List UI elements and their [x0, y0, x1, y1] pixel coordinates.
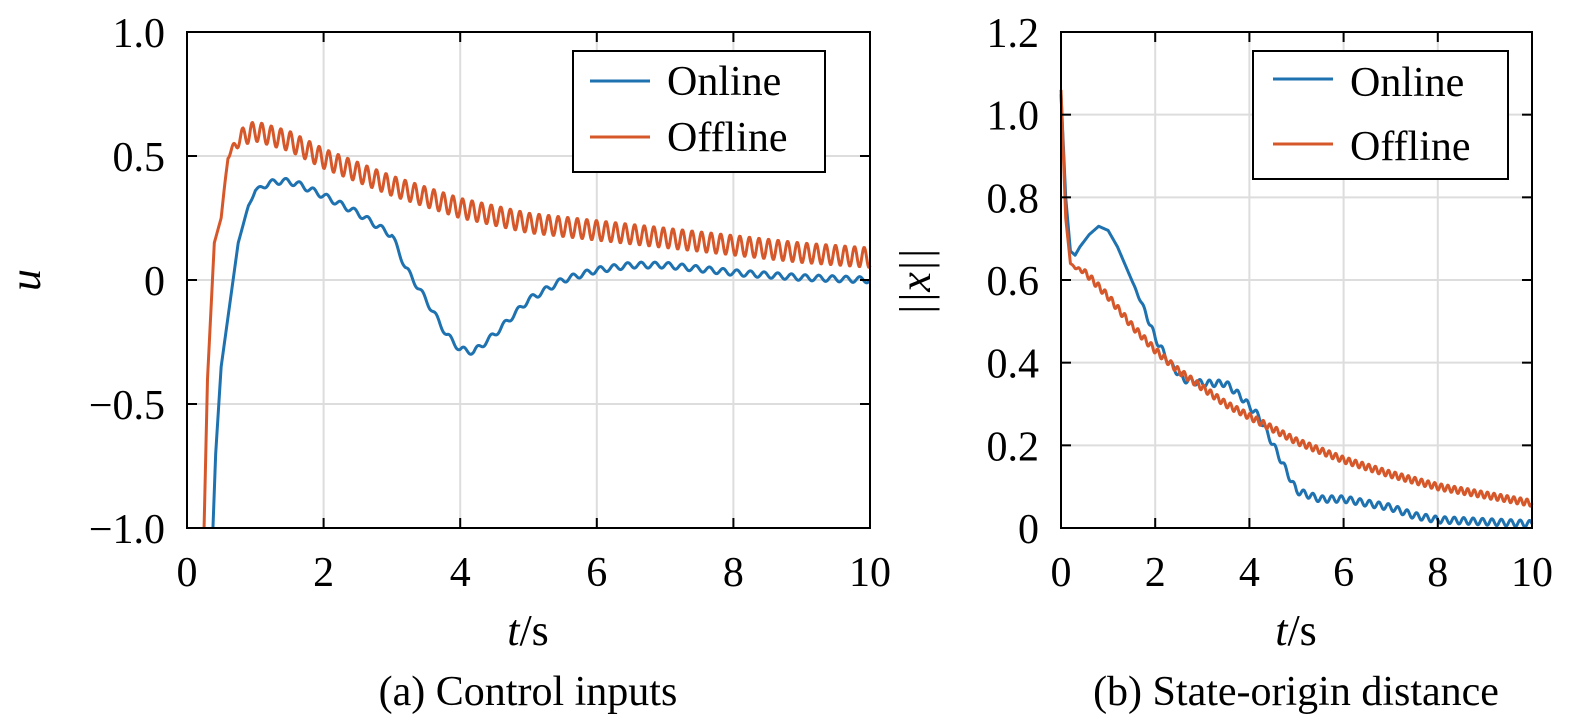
panel-a-y-tick-label: −1.0: [89, 507, 165, 553]
panel-b-y-tick-label: 0.4: [987, 342, 1040, 388]
panel-b-y-tick-label: 0: [1018, 507, 1039, 553]
panel-b-series: [1059, 89, 1534, 529]
panel-state-origin-distance: 0 2 4 6 8 10 0 0.2 0.4 0.6 0.8 1.0 1.2 Online Offlin…: [891, 11, 1553, 715]
panel-b-legend-online-label: Online: [1350, 60, 1464, 106]
panel-a-x-tick-label: 8: [723, 550, 744, 596]
panel-b-caption: (b) State-origin distance: [1093, 669, 1499, 715]
panel-b-y-tick-label: 1.2: [987, 11, 1040, 57]
panel-b-legend-offline-label: Offline: [1350, 124, 1471, 170]
panel-a-x-axis-unit: /s: [519, 606, 548, 655]
panel-a-y-tick-label: −0.5: [89, 383, 165, 429]
panel-a-x-axis-label: t/s: [507, 606, 549, 655]
panel-b-y-tick-label: 0.6: [987, 259, 1040, 305]
panel-a-x-tick-label: 2: [313, 550, 334, 596]
panel-b-legend: Online Offline: [1252, 50, 1509, 180]
panel-b-x-tick-label: 10: [1511, 550, 1553, 596]
panel-a-legend-offline-label: Offline: [667, 115, 788, 161]
panel-b-x-axis-label: t/s: [1275, 606, 1317, 655]
panel-b-legend-box: [1252, 50, 1509, 180]
panel-b-ticks: 0 2 4 6 8 10 0 0.2 0.4 0.6 0.8 1.0 1.2: [987, 11, 1554, 596]
panel-control-inputs: 0 2 4 6 8 10−1.0−0.500.51.0 Online Offline u …: [1, 11, 891, 715]
panel-a-series-offline-line: [202, 121, 872, 529]
panel-b-x-tick-label: 0: [1051, 550, 1072, 596]
panel-b-x-tick-label: 8: [1427, 550, 1448, 596]
panel-b-x-axis-var: t: [1275, 606, 1289, 655]
panel-b-x-tick-label: 4: [1239, 550, 1260, 596]
panel-a-x-tick-label: 10: [849, 550, 891, 596]
panel-a-x-tick-label: 6: [586, 550, 607, 596]
panel-a-series: [202, 121, 872, 529]
panel-a-y-tick-label: 0: [144, 259, 165, 305]
panel-b-y-axis-label: ||x||: [891, 248, 940, 316]
panel-a-y-axis-label: u: [1, 269, 50, 291]
panel-a-ticks: 0 2 4 6 8 10 −1.0 −0.5 0 0.5 1.0: [89, 11, 891, 596]
panel-a-caption: (a) Control inputs: [379, 669, 678, 715]
panel-b-x-tick-label: 6: [1333, 550, 1354, 596]
panel-b-x-tick-label: 2: [1145, 550, 1166, 596]
panel-b-series-online-line: [1059, 93, 1534, 529]
panel-a-x-tick-label: 0: [177, 550, 198, 596]
panel-b-series-offline-line: [1059, 89, 1534, 508]
panel-a-y-tick-label: 1.0: [113, 11, 166, 57]
panel-b-x-axis-unit: /s: [1287, 606, 1316, 655]
panel-b-y-tick-label: 0.2: [987, 424, 1040, 470]
panel-a-y-tick-label: 0.5: [113, 135, 166, 181]
panel-a-legend-box: [572, 50, 826, 173]
panel-b-y-tick-label: 1.0: [987, 94, 1040, 140]
panel-b-y-tick-label: 0.8: [987, 176, 1040, 222]
panel-a-series-online-line: [211, 176, 872, 529]
panel-a-x-axis-var: t: [507, 606, 521, 655]
panel-a-x-tick-label: 4: [450, 550, 471, 596]
panel-a-legend: Online Offline: [572, 50, 826, 173]
panel-a-legend-online-label: Online: [667, 59, 781, 105]
